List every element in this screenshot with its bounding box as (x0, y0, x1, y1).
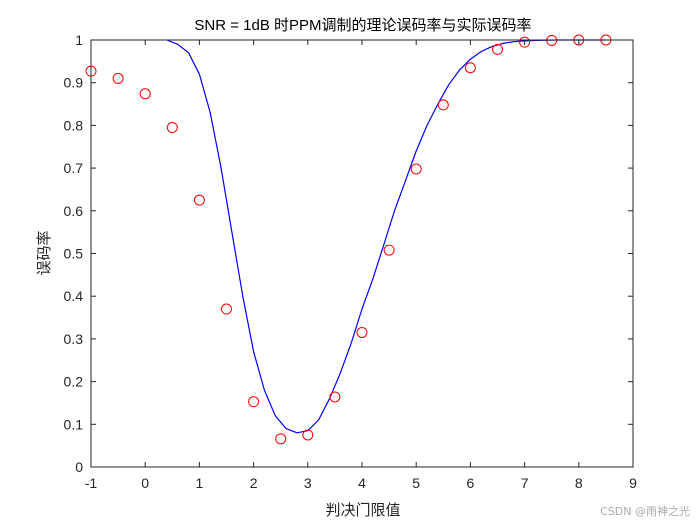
chart-title: SNR = 1dB 时PPM调制的理论误码率与实际误码率 (194, 17, 531, 34)
y-tick-label: 0.9 (64, 75, 84, 91)
y-axis-label: 误码率 (35, 230, 53, 275)
y-tick-label: 0.1 (64, 416, 84, 432)
data-point (275, 433, 287, 445)
x-tick-label: 8 (575, 475, 583, 491)
y-tick-label: 0.7 (64, 160, 84, 176)
data-point (437, 99, 449, 111)
data-point (139, 88, 151, 100)
data-point (193, 194, 205, 206)
data-point (112, 72, 124, 84)
y-tick-label: 0.8 (64, 117, 84, 133)
data-point (329, 391, 341, 403)
watermark: CSDN @雨神之光 (600, 505, 690, 518)
plot-area (91, 40, 633, 467)
x-tick-label: 2 (250, 475, 258, 491)
x-tick-label: 6 (467, 475, 475, 491)
data-point (383, 244, 395, 256)
y-tick-label: 0.2 (64, 374, 84, 390)
x-tick-label: 1 (196, 475, 204, 491)
y-tick-label: 0.3 (64, 331, 84, 347)
series-line-0 (166, 39, 606, 434)
x-tick-label: 3 (304, 475, 312, 491)
data-point (166, 122, 178, 134)
y-tick-label: 0.5 (64, 246, 84, 262)
axes: -1 0 1 2 3 4 5 6 7 8 900.10.20.30.40.50.60.70.80.9… (64, 32, 638, 491)
y-tick-label: 0 (75, 459, 83, 475)
data-point (464, 62, 476, 74)
x-tick-label: 7 (521, 475, 529, 491)
x-tick-label: 4 (358, 475, 366, 491)
data-point (356, 326, 368, 338)
x-tick-label: 9 (629, 475, 637, 491)
y-tick-label: 0.6 (64, 203, 84, 219)
data-point (248, 396, 260, 408)
data-point (221, 303, 232, 315)
y-tick-label: 0.4 (64, 288, 84, 304)
x-tick-label: 5 (412, 475, 420, 491)
x-tick-label: -1 (85, 475, 98, 491)
x-axis-label: 判决门限值 (325, 501, 400, 519)
x-tick-label: 0 (141, 475, 149, 491)
y-tick-label: 1 (75, 32, 83, 48)
theory-curve-layer (166, 39, 606, 434)
data-point (492, 43, 503, 55)
data-point (519, 36, 531, 48)
data-point (410, 163, 422, 175)
data-point (302, 429, 314, 441)
